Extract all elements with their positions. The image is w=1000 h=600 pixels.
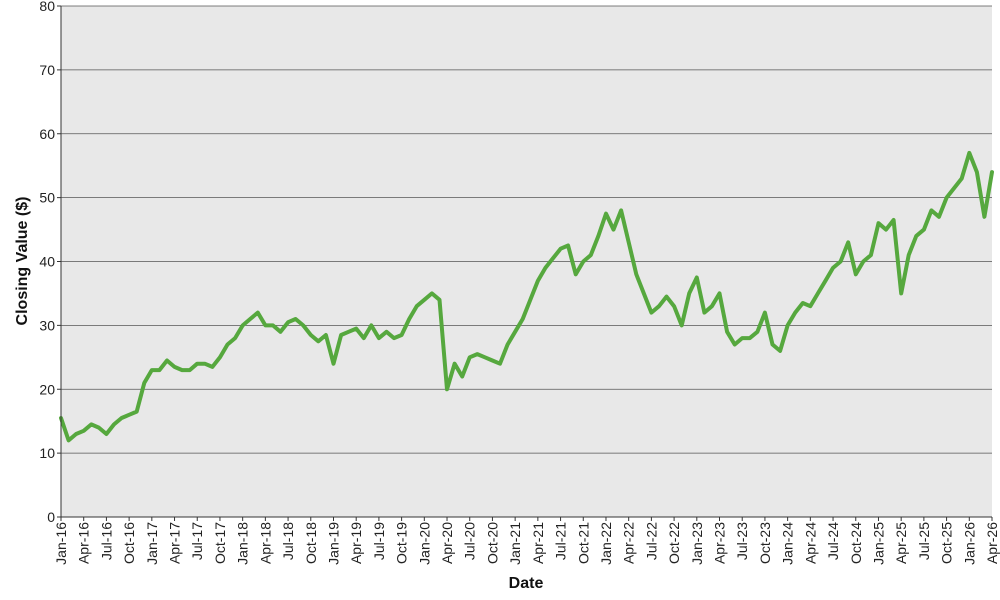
- y-tick-label: 70: [39, 62, 55, 78]
- y-tick-label: 40: [39, 254, 55, 270]
- x-tick-label: Jan-19: [325, 522, 341, 565]
- x-tick-label: Apr-21: [530, 522, 546, 564]
- y-tick-label: 10: [39, 445, 55, 461]
- series-line: [59, 150, 994, 443]
- x-tick-label: Jan-20: [416, 522, 432, 565]
- y-tick-label: 20: [39, 381, 55, 397]
- x-tick-label: Jul-22: [643, 522, 659, 560]
- x-tick-label: Oct-22: [666, 522, 682, 564]
- x-tick-label: Jan-25: [870, 522, 886, 565]
- x-tick-label: Jan-21: [507, 522, 523, 565]
- x-tick-label: Jul-21: [553, 522, 569, 560]
- x-tick-label: Oct-20: [484, 522, 500, 564]
- x-tick-label: Jul-19: [371, 522, 387, 560]
- x-tick-label: Oct-17: [212, 522, 228, 564]
- x-tick-label: Oct-21: [575, 522, 591, 564]
- x-tick-label: Apr-24: [802, 522, 818, 564]
- x-tick-label: Apr-18: [257, 522, 273, 564]
- x-tick-label: Jul-16: [98, 522, 114, 560]
- x-tick-label: Apr-23: [712, 522, 728, 564]
- x-tick-label: Apr-26: [984, 522, 1000, 564]
- x-tick-label: Oct-24: [848, 522, 864, 564]
- x-tick-label: Jan-16: [53, 522, 69, 565]
- x-tick-label: Jul-18: [280, 522, 296, 560]
- x-tick-label: Jan-26: [961, 522, 977, 565]
- y-tick-label: 60: [39, 126, 55, 142]
- x-tick-label: Apr-19: [348, 522, 364, 564]
- x-tick-label: Jan-22: [598, 522, 614, 565]
- x-tick-label: Apr-22: [621, 522, 637, 564]
- x-tick-label: Apr-25: [893, 522, 909, 564]
- y-tick-label: 50: [39, 190, 55, 206]
- gridlines: [61, 5, 992, 454]
- x-tick-label: Oct-16: [121, 522, 137, 564]
- x-tick-label: Jul-25: [916, 522, 932, 560]
- y-tick-label: 80: [39, 0, 55, 14]
- x-tick-label: Jan-18: [235, 522, 251, 565]
- x-tick-label: Oct-25: [939, 522, 955, 564]
- x-tick-label: Jul-24: [825, 522, 841, 560]
- y-axis-ticks: 0 10 20 30 40 50 60 70 80: [39, 0, 61, 525]
- series-group: [59, 150, 994, 443]
- x-tick-label: Oct-19: [394, 522, 410, 564]
- x-tick-label: Apr-20: [439, 522, 455, 564]
- y-tick-label: 30: [39, 317, 55, 333]
- y-axis-title: Closing Value ($): [14, 197, 31, 326]
- x-tick-label: Jan-17: [144, 522, 160, 565]
- x-tick-label: Oct-23: [757, 522, 773, 564]
- x-tick-label: Jan-23: [689, 522, 705, 565]
- x-axis-ticks: Jan-16 Apr-16 Jul-16 Oct-16 Jan-17 Apr-17 Jul-…: [53, 517, 1000, 565]
- x-tick-label: Apr-17: [167, 522, 183, 564]
- x-tick-label: Oct-18: [303, 522, 319, 564]
- y-tick-label: 0: [47, 509, 55, 525]
- x-axis-title: Date: [509, 575, 544, 592]
- x-tick-label: Jul-17: [189, 522, 205, 560]
- x-tick-label: Jan-24: [780, 522, 796, 565]
- x-tick-label: Jul-23: [734, 522, 750, 560]
- x-tick-label: Jul-20: [462, 522, 478, 560]
- x-tick-label: Apr-16: [76, 522, 92, 564]
